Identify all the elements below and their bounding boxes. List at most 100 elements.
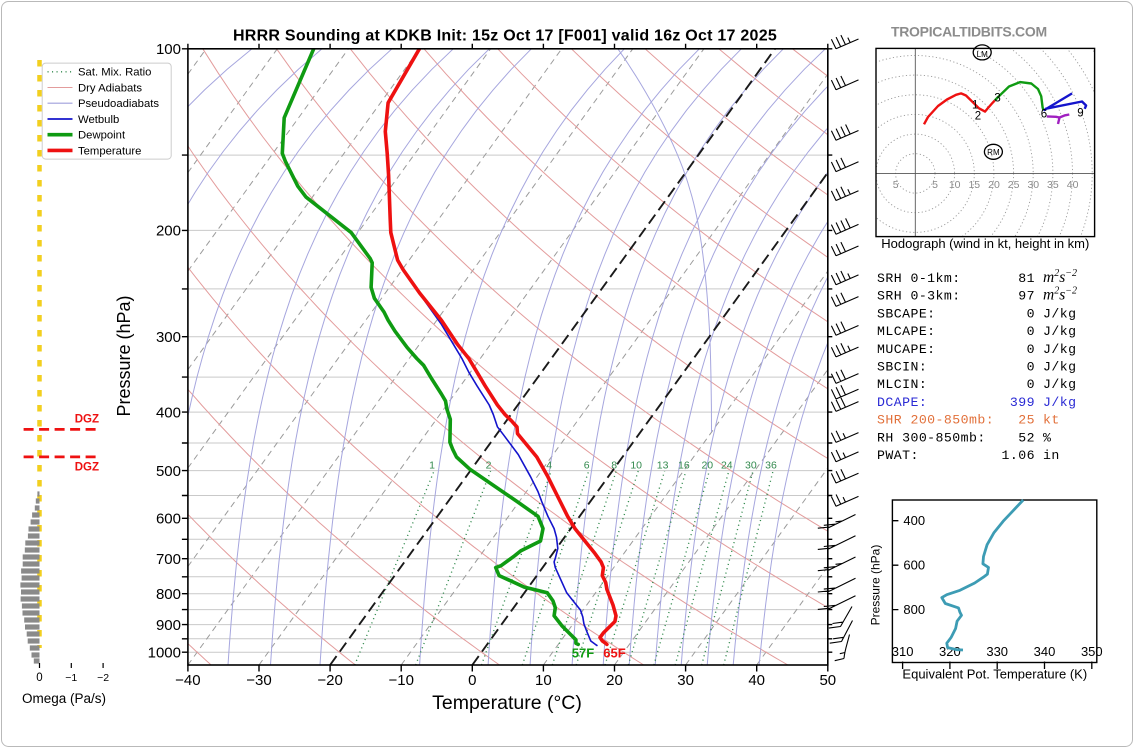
svg-text:J/kg: J/kg: [1043, 342, 1076, 357]
svg-text:kt: kt: [1043, 413, 1060, 428]
svg-text:−40: −40: [175, 672, 200, 689]
svg-text:Dewpoint: Dewpoint: [78, 130, 126, 142]
svg-text:10: 10: [535, 672, 552, 689]
svg-text:310: 310: [892, 644, 914, 659]
svg-text:300: 300: [156, 329, 181, 346]
svg-text:50: 50: [819, 672, 836, 689]
svg-text:0: 0: [1027, 306, 1035, 321]
svg-text:J/kg: J/kg: [1043, 360, 1076, 375]
svg-text:J/kg: J/kg: [1043, 306, 1076, 321]
svg-text:0: 0: [1027, 342, 1035, 357]
svg-text:8: 8: [611, 459, 617, 471]
svg-text:−1: −1: [65, 672, 77, 684]
svg-text:Wetbulb: Wetbulb: [78, 114, 119, 126]
svg-text:400: 400: [156, 404, 181, 421]
svg-text:2: 2: [975, 110, 981, 122]
svg-text:57F: 57F: [572, 646, 594, 661]
svg-text:13: 13: [657, 459, 669, 471]
svg-text:350: 350: [1081, 644, 1103, 659]
svg-text:97: 97: [1018, 289, 1035, 304]
svg-text:36: 36: [765, 459, 777, 471]
svg-text:35: 35: [1047, 179, 1059, 191]
svg-text:24: 24: [721, 459, 733, 471]
svg-text:700: 700: [156, 551, 181, 568]
svg-text:6: 6: [1041, 109, 1047, 121]
svg-text:320: 320: [939, 644, 961, 659]
svg-text:Pseudoadiabats: Pseudoadiabats: [78, 98, 159, 110]
svg-text:900: 900: [156, 617, 181, 634]
svg-text:4: 4: [546, 459, 552, 471]
svg-text:1000: 1000: [148, 644, 181, 661]
svg-text:0: 0: [36, 672, 42, 684]
svg-text:800: 800: [903, 602, 925, 617]
svg-text:−20: −20: [317, 672, 342, 689]
svg-text:200: 200: [156, 223, 181, 240]
svg-text:30: 30: [677, 672, 694, 689]
svg-text:30: 30: [1027, 179, 1039, 191]
svg-text:6: 6: [584, 459, 590, 471]
svg-text:20: 20: [701, 459, 713, 471]
svg-text:3: 3: [994, 93, 1000, 105]
svg-text:25: 25: [1008, 179, 1020, 191]
svg-text:SBCAPE:: SBCAPE:: [877, 306, 936, 321]
svg-text:0: 0: [1027, 377, 1035, 392]
svg-text:J/kg: J/kg: [1043, 377, 1076, 392]
svg-text:−10: −10: [388, 672, 413, 689]
svg-text:SRH 0-1km:: SRH 0-1km:: [877, 271, 961, 286]
svg-text:RM: RM: [987, 148, 1000, 157]
svg-text:−30: −30: [246, 672, 271, 689]
svg-text:399: 399: [1010, 395, 1035, 410]
svg-text:40: 40: [1067, 179, 1079, 191]
svg-text:DCAPE:: DCAPE:: [877, 395, 927, 410]
svg-text:RH 300-850mb:: RH 300-850mb:: [877, 430, 986, 445]
svg-text:J/kg: J/kg: [1043, 324, 1076, 339]
svg-text:20: 20: [606, 672, 623, 689]
svg-text:DGZ: DGZ: [75, 462, 99, 474]
svg-text:−2: −2: [97, 672, 109, 684]
svg-text:0: 0: [468, 672, 476, 689]
svg-text:LM: LM: [977, 50, 988, 59]
svg-text:16: 16: [678, 459, 690, 471]
svg-text:10: 10: [630, 459, 642, 471]
svg-text:400: 400: [903, 513, 925, 528]
svg-text:in: in: [1043, 448, 1060, 463]
svg-text:81: 81: [1018, 271, 1035, 286]
svg-text:HRRR Sounding at KDKB Init: 15: HRRR Sounding at KDKB Init: 15z Oct 17 […: [233, 28, 777, 45]
svg-text:65F: 65F: [603, 646, 625, 661]
svg-text:100: 100: [156, 41, 181, 58]
svg-text:SRH 0-3km:: SRH 0-3km:: [877, 289, 961, 304]
svg-text:Equivalent Pot. Temperature (K: Equivalent Pot. Temperature (K): [902, 667, 1087, 682]
svg-text:20: 20: [988, 179, 1000, 191]
svg-text:10: 10: [949, 179, 961, 191]
svg-text:9: 9: [1077, 107, 1083, 119]
svg-text:Hodograph (wind in kt, height: Hodograph (wind in kt, height in km): [881, 236, 1089, 251]
svg-text:PWAT:: PWAT:: [877, 448, 919, 463]
svg-text:600: 600: [903, 558, 925, 573]
svg-text:Pressure (hPa): Pressure (hPa): [114, 295, 134, 416]
svg-text:Temperature: Temperature: [78, 145, 141, 157]
svg-text:Omega (Pa/s): Omega (Pa/s): [22, 691, 106, 706]
svg-text:1.06: 1.06: [1002, 448, 1035, 463]
svg-text:MUCAPE:: MUCAPE:: [877, 342, 936, 357]
svg-text:15: 15: [968, 179, 980, 191]
svg-text:TROPICALTIDBITS.COM: TROPICALTIDBITS.COM: [891, 24, 1047, 40]
svg-text:600: 600: [156, 511, 181, 528]
svg-text:0: 0: [1027, 324, 1035, 339]
svg-text:Dry Adiabats: Dry Adiabats: [78, 82, 142, 94]
svg-text:40: 40: [748, 672, 765, 689]
svg-text:1: 1: [972, 100, 978, 112]
svg-text:30: 30: [745, 459, 757, 471]
svg-text:Sat. Mix. Ratio: Sat. Mix. Ratio: [78, 67, 151, 79]
svg-text:25: 25: [1018, 413, 1035, 428]
svg-text:0: 0: [1027, 360, 1035, 375]
svg-text:2: 2: [486, 459, 492, 471]
svg-text:5: 5: [932, 179, 938, 191]
svg-text:52: 52: [1018, 430, 1035, 445]
svg-text:800: 800: [156, 586, 181, 603]
svg-text:%: %: [1043, 430, 1051, 445]
svg-text:1: 1: [429, 459, 435, 471]
svg-text:DGZ: DGZ: [75, 414, 99, 426]
svg-text:Temperature (°C): Temperature (°C): [432, 692, 582, 714]
svg-text:MLCAPE:: MLCAPE:: [877, 324, 936, 339]
svg-text:330: 330: [986, 644, 1008, 659]
